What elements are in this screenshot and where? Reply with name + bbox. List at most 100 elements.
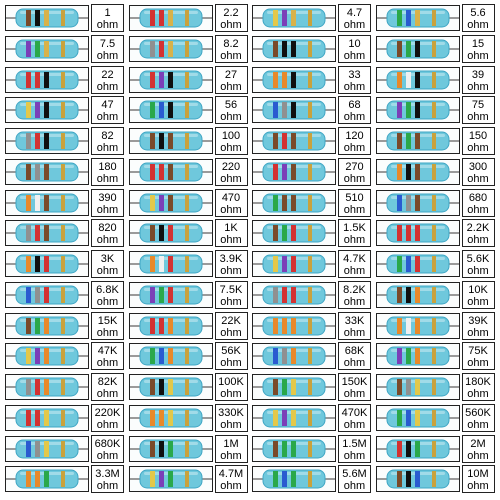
resistor-image: [5, 5, 89, 31]
resistor-icon: [376, 70, 459, 89]
color-band: [431, 133, 436, 149]
color-band: [167, 379, 173, 395]
resistance-label: 1 ohm: [91, 4, 124, 32]
resistor-icon: [376, 193, 459, 212]
resistor-cell: 2M ohm: [374, 434, 495, 463]
resistance-label: 10 ohm: [338, 34, 371, 63]
resistor-icon: [253, 316, 335, 335]
color-band: [405, 71, 411, 88]
color-band: [291, 440, 296, 457]
color-band: [61, 256, 65, 272]
color-band: [35, 102, 40, 119]
resistor-image: [375, 343, 460, 370]
resistance-value: 15K: [97, 314, 118, 327]
resistance-unit: ohm: [96, 172, 119, 185]
resistor-icon: [6, 285, 88, 305]
color-band: [35, 348, 40, 365]
resistance-value: 82: [101, 130, 114, 142]
resistance-label: 8.2 ohm: [214, 34, 248, 63]
color-band: [184, 71, 189, 88]
color-band: [149, 102, 155, 119]
resistance-label: 300 ohm: [461, 157, 495, 186]
color-band: [35, 409, 40, 426]
resistance-label: 68K ohm: [338, 342, 371, 371]
resistor-cell: 15K ohm: [3, 311, 124, 340]
resistance-label: 180K ohm: [461, 373, 495, 401]
resistance-value: 39: [471, 68, 485, 81]
resistance-value: 120: [345, 130, 364, 142]
resistor-image: [375, 189, 460, 216]
resistance-unit: ohm: [220, 172, 242, 185]
color-band: [282, 10, 287, 26]
resistor-cell: 10M ohm: [374, 465, 495, 494]
resistance-unit: ohm: [96, 388, 119, 400]
resistor-icon: [376, 131, 459, 151]
resistor-icon: [253, 377, 335, 397]
resistor-cell: 680 ohm: [374, 188, 495, 217]
resistor-cell: 1M ohm: [127, 434, 248, 463]
resistor-icon: [253, 469, 335, 489]
resistor-cell: 68K ohm: [250, 342, 371, 371]
resistor-icon: [376, 439, 459, 458]
color-band: [308, 256, 312, 272]
color-band: [405, 286, 411, 303]
resistor-cell: 510 ohm: [250, 188, 371, 217]
resistance-value: 680K: [94, 437, 121, 450]
resistance-unit: ohm: [220, 295, 242, 308]
resistor-cell: 47 ohm: [3, 96, 124, 125]
resistor-icon: [376, 408, 459, 428]
color-band: [26, 102, 31, 119]
color-band: [149, 71, 155, 88]
resistor-cell: 220 ohm: [127, 157, 248, 186]
color-band: [167, 317, 173, 334]
resistor-icon: [6, 316, 88, 335]
color-band: [35, 10, 40, 26]
resistance-value: 56K: [221, 345, 241, 358]
resistor-image: [128, 281, 213, 308]
resistance-label: 15 ohm: [461, 34, 495, 63]
color-band: [396, 225, 402, 242]
resistor-cell: 1 ohm: [3, 4, 124, 32]
resistance-value: 220: [221, 160, 241, 173]
resistor-image: [375, 128, 460, 154]
color-band: [282, 471, 287, 488]
resistance-unit: ohm: [343, 295, 366, 308]
resistor-icon: [253, 408, 335, 428]
color-band: [26, 40, 31, 57]
color-band: [308, 348, 312, 365]
color-band: [414, 286, 420, 303]
resistance-label: 510 ohm: [338, 188, 371, 217]
resistance-label: 180 ohm: [91, 157, 124, 186]
resistor-icon: [129, 223, 212, 243]
resistance-label: 4.7M ohm: [214, 465, 248, 494]
resistance-unit: ohm: [467, 295, 489, 308]
color-band: [149, 471, 155, 488]
resistor-cell: 5.6K ohm: [374, 250, 495, 278]
resistance-unit: ohm: [467, 265, 489, 277]
color-band: [149, 440, 155, 457]
resistance-label: 5.6K ohm: [461, 250, 495, 278]
resistor-icon: [253, 285, 335, 305]
color-band: [44, 409, 49, 426]
resistance-value: 510: [345, 191, 364, 204]
resistance-value: 10M: [467, 468, 489, 481]
color-band: [291, 471, 296, 488]
color-band: [405, 225, 411, 242]
resistance-unit: ohm: [467, 111, 489, 124]
color-band: [158, 471, 164, 488]
color-band: [61, 317, 65, 334]
resistance-value: 22K: [221, 314, 241, 327]
resistance-value: 2.2: [223, 7, 239, 19]
color-band: [158, 348, 164, 365]
resistor-cell: 180K ohm: [374, 373, 495, 401]
resistor-cell: 8.2 ohm: [127, 34, 248, 63]
resistance-value: 68K: [344, 345, 365, 358]
resistor-cell: 7.5K ohm: [127, 280, 248, 309]
resistor-image: [128, 189, 213, 216]
resistance-value: 5.6K: [466, 253, 490, 265]
resistance-unit: ohm: [467, 49, 489, 62]
color-band: [396, 348, 402, 365]
color-band: [35, 379, 40, 395]
color-band: [44, 440, 49, 457]
resistor-cell: 47K ohm: [3, 342, 124, 371]
